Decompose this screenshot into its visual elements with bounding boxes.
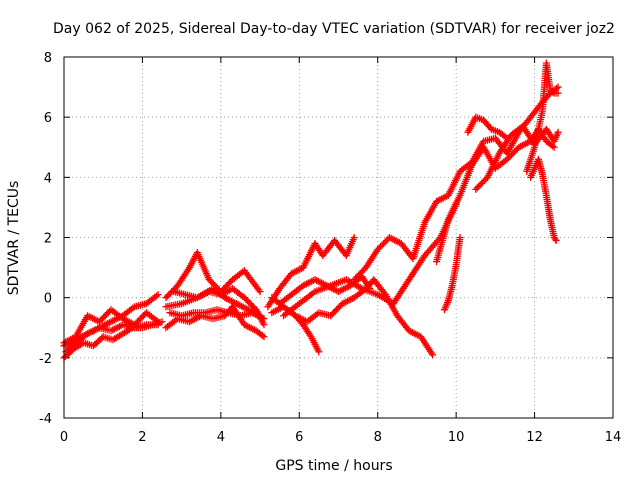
- x-axis-label: GPS time / hours: [275, 458, 392, 474]
- plot-frame: [63, 56, 614, 419]
- grid: [64, 57, 613, 418]
- x-tick-label: 12: [526, 430, 543, 445]
- data-point: [549, 142, 557, 150]
- data-point: [550, 143, 558, 151]
- series-13: [276, 273, 374, 308]
- data-point: [129, 304, 137, 312]
- series-14: [280, 200, 460, 320]
- x-tick-label: 0: [60, 430, 68, 445]
- data-point: [429, 351, 437, 359]
- x-tick-label: 10: [448, 430, 465, 445]
- data-point: [152, 292, 160, 300]
- y-tick-label: -4: [39, 412, 52, 427]
- data-point: [260, 333, 268, 341]
- series-17: [472, 122, 562, 193]
- x-tick-label: 6: [295, 430, 303, 445]
- y-ticks: -4 -2 0 2 4 6 8: [39, 51, 613, 427]
- y-axis-label: SDTVAR / TECUs: [6, 181, 22, 296]
- data-point: [154, 291, 162, 299]
- data-point: [258, 332, 266, 340]
- data-point: [256, 288, 264, 296]
- x-ticks: 0 2 4 6 8 10 12 14: [60, 57, 621, 445]
- y-tick-label: 6: [44, 111, 52, 126]
- series-9: [170, 285, 268, 329]
- data-point: [502, 133, 510, 141]
- y-tick-label: 4: [44, 171, 52, 186]
- series-21: [440, 234, 464, 314]
- data-point: [554, 89, 562, 97]
- data-point: [503, 134, 511, 142]
- y-tick-label: 0: [44, 292, 52, 307]
- y-tick-label: -2: [39, 352, 52, 367]
- y-tick-label: 2: [44, 232, 52, 247]
- data-point: [551, 235, 559, 243]
- data-point: [552, 237, 560, 245]
- x-tick-label: 14: [605, 430, 622, 445]
- data-marks: [60, 59, 562, 362]
- data-point: [154, 321, 162, 329]
- series-11: [264, 234, 358, 311]
- series-19: [527, 155, 560, 245]
- series-18: [523, 59, 562, 175]
- data-point: [549, 88, 557, 96]
- x-tick-label: 8: [374, 430, 382, 445]
- data-point: [554, 83, 562, 91]
- series-20: [464, 113, 511, 142]
- data-point: [350, 234, 358, 241]
- series-5: [162, 249, 264, 302]
- x-tick-label: 2: [138, 430, 146, 445]
- x-tick-label: 4: [217, 430, 225, 445]
- series-4: [62, 321, 162, 356]
- chart-title: Day 062 of 2025, Sidereal Day-to-day VTE…: [53, 21, 615, 37]
- data-point: [260, 321, 268, 329]
- y-tick-label: 8: [44, 51, 52, 66]
- data-point: [456, 234, 464, 241]
- data-point: [554, 128, 562, 136]
- data-point: [315, 348, 323, 356]
- series-16: [433, 125, 558, 266]
